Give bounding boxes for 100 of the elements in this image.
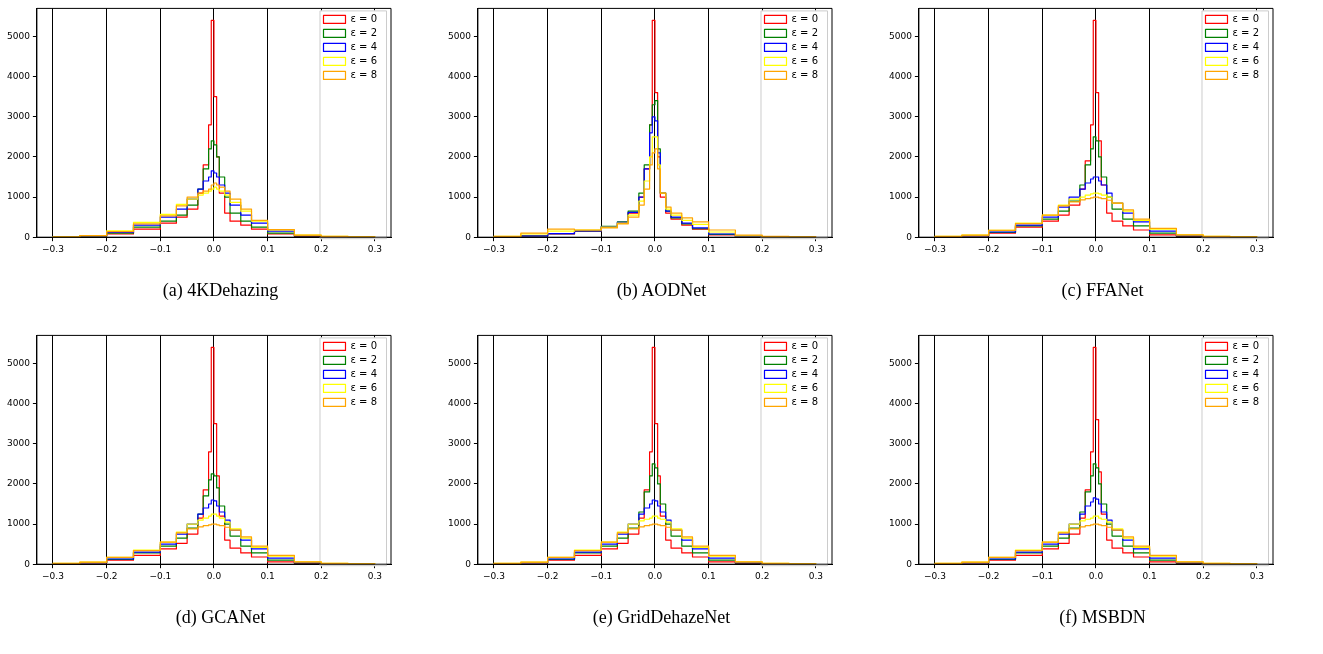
- x-tick-label: 0.1: [260, 243, 275, 254]
- x-tick-label: 0.1: [260, 570, 275, 581]
- y-tick-label: 3000: [7, 111, 31, 122]
- text: (a) 4KDehazing: [161, 280, 280, 301]
- y-tick-label: 4000: [7, 397, 31, 408]
- y-tick-label: 1000: [889, 191, 913, 202]
- x-tick-label: −0.2: [95, 243, 118, 254]
- y-tick-label: 3000: [889, 438, 913, 449]
- legend-label: ε = 2: [791, 26, 819, 38]
- text: (c) FFANet: [1060, 280, 1145, 301]
- text: (e) GridDehazeNet: [591, 607, 732, 628]
- x-tick-label: −0.3: [924, 570, 946, 581]
- x-tick-label: −0.1: [1031, 570, 1054, 581]
- x-tick-label: 0.2: [1196, 570, 1211, 581]
- y-tick-label: 3000: [448, 111, 472, 122]
- y-tick-label: 2000: [889, 478, 913, 489]
- y-tick-label: 1000: [448, 518, 472, 529]
- x-tick-label: −0.2: [977, 570, 1000, 581]
- y-tick-label: 5000: [7, 357, 31, 368]
- x-tick-label: −0.2: [536, 570, 559, 581]
- legend-label: ε = 0: [1232, 12, 1260, 24]
- y-tick-label: 3000: [448, 438, 472, 449]
- y-tick-label: 5000: [889, 357, 913, 368]
- legend-label: ε = 2: [1232, 26, 1260, 38]
- legend-label: ε = 8: [791, 395, 819, 407]
- y-tick-label: 4000: [889, 397, 913, 408]
- legend-label: ε = 6: [1232, 54, 1260, 66]
- legend-label: ε = 8: [791, 68, 819, 80]
- x-tick-label: −0.1: [590, 243, 613, 254]
- y-tick-label: 0: [24, 231, 31, 242]
- y-tick-label: 4000: [448, 70, 472, 81]
- legend-label: ε = 0: [791, 339, 819, 351]
- x-tick-label: 0.1: [701, 570, 716, 581]
- legend-label: ε = 8: [350, 68, 378, 80]
- legend-label: ε = 6: [350, 54, 378, 66]
- legend-label: ε = 4: [1232, 40, 1260, 52]
- x-tick-label: 0.3: [808, 570, 824, 581]
- y-tick-label: 2000: [448, 478, 472, 489]
- legend-label: ε = 4: [791, 40, 819, 52]
- legend-label: ε = 4: [350, 367, 378, 379]
- y-tick-label: 1000: [7, 191, 31, 202]
- y-tick-label: 5000: [448, 357, 472, 368]
- x-tick-label: −0.1: [149, 570, 172, 581]
- y-tick-label: 4000: [889, 70, 913, 81]
- x-tick-label: −0.1: [1031, 243, 1054, 254]
- x-tick-label: −0.1: [590, 570, 613, 581]
- y-tick-label: 0: [24, 558, 31, 569]
- legend-label: ε = 0: [350, 339, 378, 351]
- x-tick-label: 0.1: [1142, 243, 1157, 254]
- legend-label: ε = 6: [791, 381, 819, 393]
- x-tick-label: −0.3: [42, 570, 64, 581]
- y-tick-label: 1000: [448, 191, 472, 202]
- x-tick-label: −0.1: [149, 243, 172, 254]
- x-tick-label: −0.3: [42, 243, 64, 254]
- x-tick-label: 0.2: [1196, 243, 1211, 254]
- x-tick-label: 0.0: [647, 243, 663, 254]
- y-tick-label: 4000: [7, 70, 31, 81]
- legend-label: ε = 2: [350, 353, 378, 365]
- x-tick-label: 0.0: [206, 570, 222, 581]
- x-tick-label: 0.1: [701, 243, 716, 254]
- x-tick-label: 0.2: [755, 570, 770, 581]
- legend-label: ε = 4: [1232, 367, 1260, 379]
- y-tick-label: 3000: [7, 438, 31, 449]
- x-tick-label: 0.2: [755, 243, 770, 254]
- legend-label: ε = 2: [1232, 353, 1260, 365]
- x-tick-label: 0.3: [367, 570, 383, 581]
- legend-label: ε = 8: [350, 395, 378, 407]
- x-tick-label: −0.2: [536, 243, 559, 254]
- y-tick-label: 2000: [448, 151, 472, 162]
- x-tick-label: −0.2: [95, 570, 118, 581]
- x-tick-label: 0.3: [1249, 243, 1265, 254]
- legend-label: ε = 2: [791, 353, 819, 365]
- y-tick-label: 2000: [889, 151, 913, 162]
- x-tick-label: 0.0: [647, 570, 663, 581]
- legend-label: ε = 6: [791, 54, 819, 66]
- legend-label: ε = 0: [791, 12, 819, 24]
- y-tick-label: 1000: [889, 518, 913, 529]
- legend-label: ε = 6: [1232, 381, 1260, 393]
- y-tick-label: 5000: [889, 30, 913, 41]
- x-tick-label: 0.3: [808, 243, 824, 254]
- legend-label: ε = 8: [1232, 395, 1260, 407]
- x-tick-label: 0.0: [1088, 570, 1104, 581]
- y-tick-label: 2000: [7, 478, 31, 489]
- x-tick-label: 0.0: [206, 243, 222, 254]
- legend-label: ε = 4: [791, 367, 819, 379]
- legend-label: ε = 4: [350, 40, 378, 52]
- y-tick-label: 0: [906, 558, 913, 569]
- y-tick-label: 2000: [7, 151, 31, 162]
- y-tick-label: 5000: [7, 30, 31, 41]
- legend-label: ε = 2: [350, 26, 378, 38]
- x-tick-label: 0.2: [314, 570, 329, 581]
- y-tick-label: 3000: [889, 111, 913, 122]
- y-tick-label: 4000: [448, 397, 472, 408]
- x-tick-label: −0.2: [977, 243, 1000, 254]
- x-tick-label: 0.1: [1142, 570, 1157, 581]
- text: (d) GCANet: [174, 607, 267, 628]
- x-tick-label: 0.3: [367, 243, 383, 254]
- y-tick-label: 5000: [448, 30, 472, 41]
- x-tick-label: −0.3: [924, 243, 946, 254]
- x-tick-label: −0.3: [483, 243, 505, 254]
